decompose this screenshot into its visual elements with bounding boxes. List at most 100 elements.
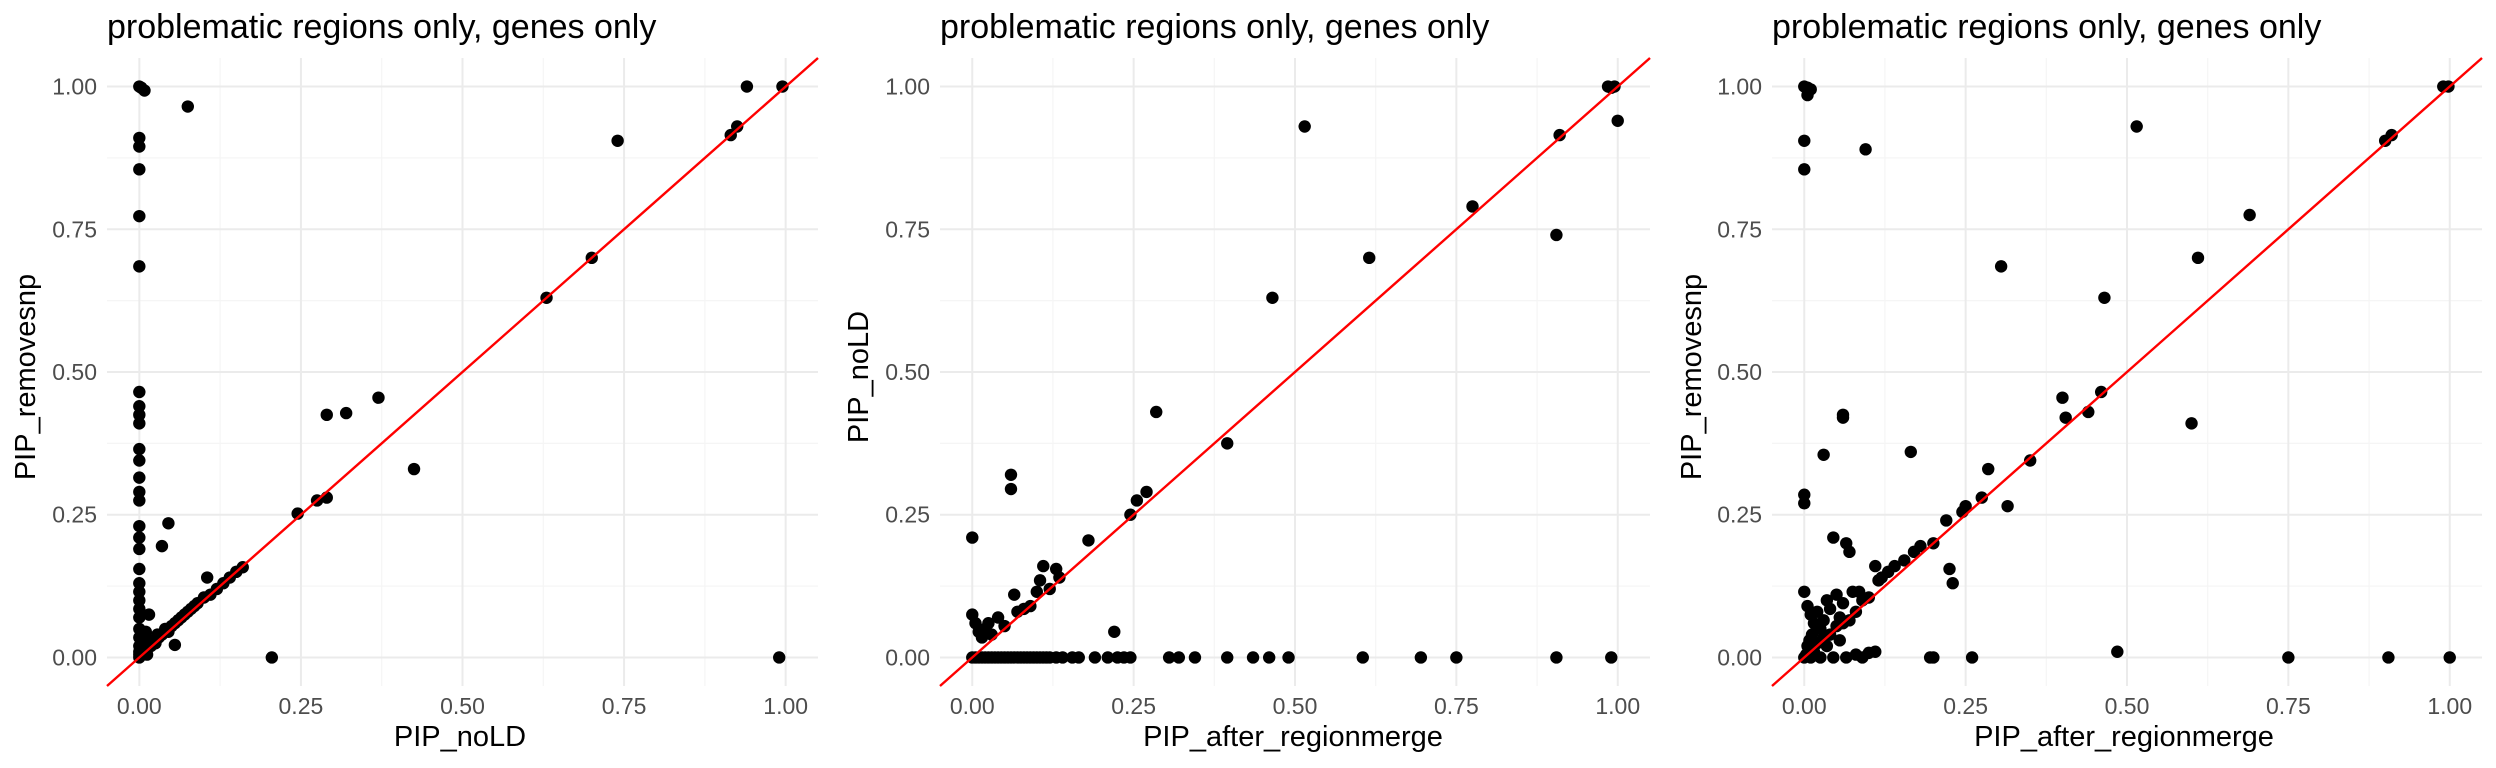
y-tick-label: 0.75	[1717, 216, 1762, 242]
scatter-point	[1140, 485, 1153, 499]
y-tick-label: 0.00	[885, 644, 930, 670]
y-tick-label: 1.00	[52, 74, 97, 100]
scatter-point	[1827, 531, 1840, 544]
scatter-point	[731, 120, 744, 133]
scatter-point	[133, 209, 146, 223]
scatter-point	[1056, 651, 1069, 664]
scatter-point	[133, 485, 146, 499]
scatter-point	[1836, 411, 1850, 424]
scatter-point	[1550, 651, 1563, 664]
panel-3-xlabel: PIP_after_regionmerge	[1974, 721, 2274, 753]
y-tick-label: 1.00	[885, 74, 930, 100]
x-tick-label: 0.00	[117, 693, 162, 719]
scatter-point	[1888, 559, 1901, 573]
y-tick-label: 0.25	[52, 502, 97, 528]
y-tick-label: 0.50	[1717, 359, 1762, 385]
scatter-point	[2094, 385, 2108, 399]
y-tick-label: 0.00	[1717, 644, 1762, 670]
scatter-point	[1982, 462, 1995, 476]
scatter-point	[982, 617, 995, 630]
scatter-point	[162, 517, 175, 530]
x-tick-label: 0.75	[1434, 693, 1479, 719]
reference-line	[1771, 57, 2483, 687]
scatter-point	[2385, 128, 2398, 142]
scatter-point	[1363, 251, 1376, 265]
scatter-point	[133, 454, 146, 467]
scatter-point	[1798, 585, 1811, 598]
scatter-point	[1869, 559, 1882, 573]
scatter-point	[1130, 494, 1144, 507]
scatter-point	[1827, 651, 1840, 664]
scatter-point	[1466, 200, 1479, 213]
scatter-point	[1108, 625, 1121, 638]
scatter-point	[2382, 651, 2395, 664]
scatter-point	[133, 400, 146, 413]
panel-1-xlabel: PIP_noLD	[394, 721, 526, 753]
scatter-point	[1037, 559, 1050, 573]
scatter-point	[2185, 417, 2198, 430]
x-tick-label: 0.25	[1111, 693, 1156, 719]
scatter-point	[1994, 260, 2008, 273]
scatter-point	[966, 531, 979, 544]
panel-1-ylabel: PIP_removesnp	[10, 274, 42, 480]
x-tick-label: 1.00	[1595, 693, 1640, 719]
x-tick-label: 0.50	[1273, 693, 1318, 719]
scatter-point	[1798, 163, 1811, 176]
x-tick-label: 0.00	[1782, 693, 1827, 719]
scatter-point	[740, 80, 754, 93]
scatter-point	[1188, 651, 1202, 664]
scatter-point	[1266, 291, 1279, 304]
scatter-point	[138, 84, 151, 97]
scatter-point	[181, 100, 194, 113]
y-tick-label: 0.50	[52, 359, 97, 385]
scatter-point	[2282, 651, 2295, 664]
scatter-point	[1823, 602, 1837, 616]
scatter-point	[133, 602, 146, 616]
scatter-point	[2443, 651, 2456, 664]
scatter-point	[1940, 514, 1953, 527]
scatter-point	[1943, 562, 1956, 576]
scatter-point	[1904, 445, 1917, 459]
scatter-point	[1946, 577, 1959, 590]
scatter-point	[133, 594, 146, 607]
scatter-point	[133, 542, 146, 556]
scatter-point	[1124, 651, 1137, 664]
x-tick-label: 0.50	[440, 693, 485, 719]
panel-3: problematic regions only, genes only PIP…	[1676, 8, 2483, 753]
scatter-point	[1859, 143, 1872, 156]
scatter-point	[1298, 120, 1311, 133]
scatter-point	[776, 80, 789, 93]
reference-line	[106, 57, 819, 687]
scatter-point	[2130, 120, 2143, 133]
scatter-point	[1959, 499, 1972, 513]
scatter-point	[1914, 539, 1927, 553]
scatter-point	[407, 462, 421, 476]
scatter-point	[1356, 651, 1369, 664]
scatter-point	[1898, 554, 1911, 567]
scatter-point	[1162, 651, 1176, 664]
scatter-point	[320, 408, 333, 422]
scatter-point	[1975, 491, 1988, 504]
scatter-point	[1869, 645, 1882, 658]
scatter-point	[133, 385, 146, 399]
scatter-point	[133, 260, 146, 273]
scatter-point	[2243, 208, 2256, 222]
scatter-point	[133, 417, 146, 430]
scatter-point	[1072, 651, 1085, 664]
panel-2: problematic regions only, genes only PIP…	[843, 8, 1651, 753]
scatter-point	[133, 140, 146, 153]
scatter-point	[2059, 411, 2072, 424]
scatter-point	[133, 531, 146, 544]
scatter-point	[372, 391, 385, 404]
panel-3-plot: 0.00 0.25 0.50 0.75 1.00 0.00 0.25 0.50 0.75 1.00	[1717, 57, 2483, 719]
scatter-point	[1150, 405, 1163, 419]
scatter-point	[2023, 454, 2037, 467]
x-tick-label: 1.00	[763, 693, 808, 719]
scatter-point	[991, 611, 1005, 624]
scatter-point	[1082, 534, 1095, 547]
scatter-point	[133, 163, 146, 176]
scatter-point	[133, 131, 146, 145]
scatter-point	[1088, 651, 1102, 664]
y-tick-label: 0.25	[885, 502, 930, 528]
panel-1-plot: 0.00 0.25 0.50 0.75 1.00 0.00 0.25 0.50 0.75 1.00	[52, 57, 819, 719]
